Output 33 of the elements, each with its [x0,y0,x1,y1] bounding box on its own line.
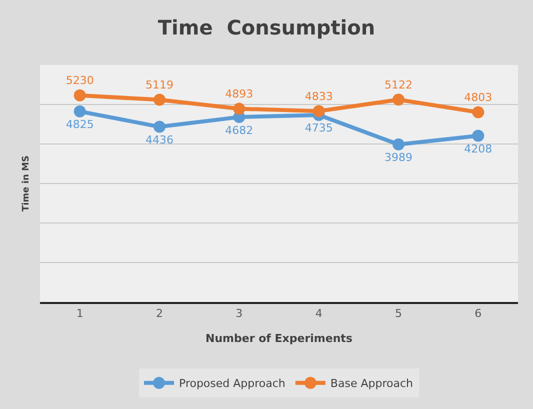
x-tick-label: 1 [76,307,84,320]
point [154,120,166,133]
data-label: 4682 [225,124,254,137]
point [472,130,484,142]
data-label: 5122 [384,78,412,92]
data-label: 3989 [384,151,412,164]
data-label: 5119 [146,78,174,92]
x-tick-label: 2 [156,307,163,320]
data-label: 4833 [304,90,333,103]
point [472,106,484,118]
data-label: 4825 [66,118,94,132]
x-tick-label: 6 [474,307,482,320]
x-axis-title: Number of Experiments [206,332,353,345]
data-label: 4735 [304,122,333,135]
data-label: 5230 [66,74,94,88]
x-tick-label: 4 [315,307,322,320]
point [154,94,166,106]
point [392,138,404,150]
data-label: 4208 [464,142,492,156]
x-tick-label: 5 [395,307,402,320]
x-tick-label: 3 [236,307,243,320]
point [392,94,404,106]
point [74,105,86,118]
point [312,105,325,118]
data-label: 4803 [464,91,492,104]
point [233,102,246,115]
legend-label: Base Approach [330,377,413,390]
y-axis-title: Time in MS [21,156,32,212]
data-label: 4893 [225,87,254,100]
data-label: 4436 [146,134,174,147]
point [74,89,86,102]
legend-label: Proposed Approach [179,377,286,390]
chart-title: Time Consumption [158,15,376,40]
